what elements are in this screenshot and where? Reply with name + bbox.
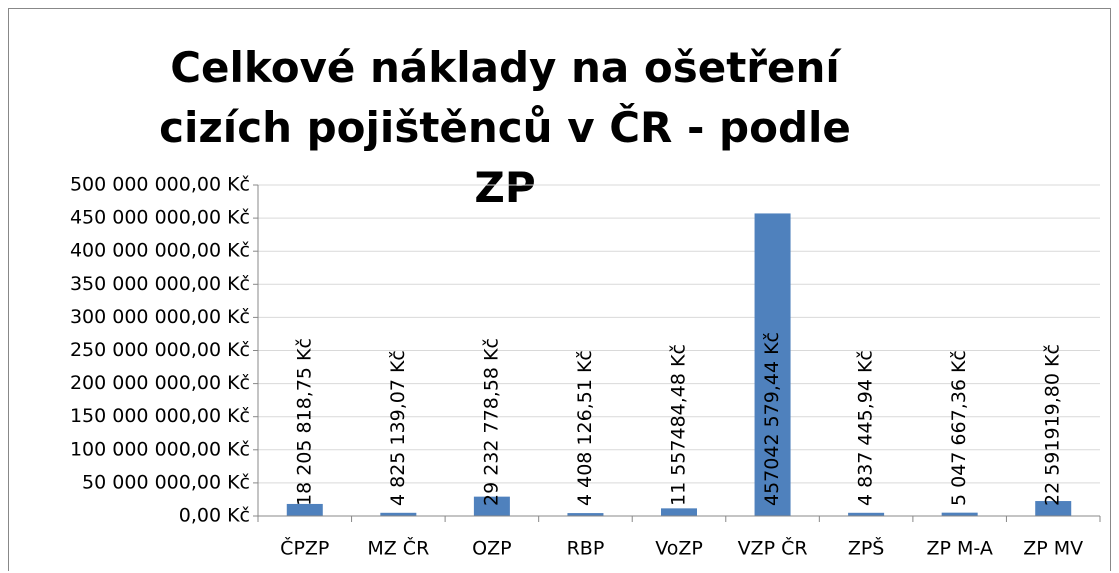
data-label: 4 837 445,94 Kč — [855, 350, 877, 506]
y-tick-label: 150 000 000,00 Kč — [70, 405, 250, 427]
data-label: 4 825 139,07 Kč — [387, 350, 409, 506]
y-tick-label: 250 000 000,00 Kč — [70, 339, 250, 361]
y-tick-label: 400 000 000,00 Kč — [70, 240, 250, 262]
bar — [848, 512, 885, 516]
bar — [661, 508, 697, 516]
bar — [567, 513, 604, 516]
bar — [754, 213, 791, 516]
chart-frame — [8, 8, 1111, 571]
y-tick-label: 0,00 Kč — [179, 505, 250, 527]
y-tick-label: 50 000 000,00 Kč — [82, 471, 250, 493]
y-tick-label: 500 000 000,00 Kč — [70, 174, 250, 196]
bar — [473, 496, 510, 516]
y-tick-label: 450 000 000,00 Kč — [70, 207, 250, 229]
bar — [380, 512, 417, 516]
y-tick-label: 200 000 000,00 Kč — [70, 372, 250, 394]
bar — [286, 503, 323, 516]
x-tick-label: VoZP — [655, 538, 703, 560]
data-label: 11 557484,48 Kč — [668, 344, 690, 506]
data-label: 457042 579,44 Kč — [761, 332, 783, 506]
bar — [941, 512, 978, 516]
x-tick-label: ZP MV — [1023, 538, 1083, 560]
x-tick-label: MZ ČR — [367, 536, 429, 560]
data-label: 22 591919,80 Kč — [1042, 344, 1064, 506]
data-label: 29 232 778,58 Kč — [480, 338, 502, 506]
x-tick-label: VZP ČR — [738, 536, 808, 560]
x-tick-label: OZP — [472, 538, 511, 560]
y-tick-label: 300 000 000,00 Kč — [70, 306, 250, 328]
y-tick-label: 350 000 000,00 Kč — [70, 273, 250, 295]
x-tick-label: RBP — [567, 538, 605, 560]
y-tick-label: 100 000 000,00 Kč — [70, 438, 250, 460]
bar — [1035, 501, 1072, 516]
x-tick-label: ZPŠ — [848, 536, 885, 560]
data-label: 18 205 818,75 Kč — [293, 338, 315, 506]
data-label: 4 408 126,51 Kč — [574, 350, 596, 506]
x-tick-label: ČPZP — [280, 536, 329, 560]
data-label: 5 047 667,36 Kč — [948, 350, 970, 506]
x-tick-label: ZP M-A — [926, 538, 992, 560]
chart-title: Celkové náklady na ošetření cizích pojiš… — [159, 43, 851, 212]
